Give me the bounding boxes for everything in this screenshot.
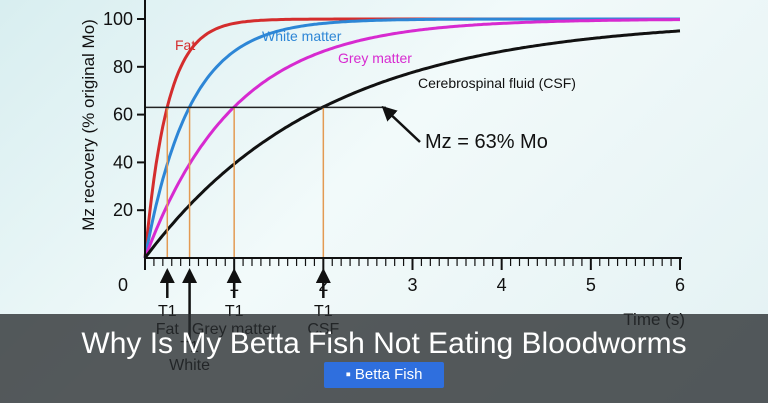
series-line-0 bbox=[143, 17, 680, 259]
x-tick-label: 4 bbox=[497, 275, 507, 295]
series-label-2: Grey matter bbox=[338, 50, 412, 66]
y-tick-label: 100 bbox=[103, 9, 133, 29]
series-line-1 bbox=[143, 17, 680, 259]
category-label: Betta Fish bbox=[354, 366, 423, 383]
title-overlay bbox=[0, 314, 768, 403]
series-label-3: Cerebrospinal fluid (CSF) bbox=[418, 75, 576, 91]
series-label-0: Fat bbox=[175, 37, 195, 53]
y-axis-label: Mz recovery (% original Mo) bbox=[79, 19, 98, 231]
series-line-2 bbox=[143, 18, 680, 259]
x-tick-label: 6 bbox=[675, 275, 685, 295]
y-tick-label: 40 bbox=[113, 152, 133, 172]
article-headline[interactable]: Why Is My Betta Fish Not Eating Bloodwor… bbox=[81, 327, 687, 360]
category-badge[interactable]: ▪ Betta Fish bbox=[324, 362, 444, 388]
reference-arrow bbox=[381, 105, 421, 143]
series-label-1: White matter bbox=[262, 28, 342, 44]
y-tick-label: 60 bbox=[113, 105, 133, 125]
y-tick-label: 80 bbox=[113, 57, 133, 77]
x-tick-label: 3 bbox=[407, 275, 417, 295]
y-tick-label: 20 bbox=[113, 200, 133, 220]
reference-label: Mz = 63% Mo bbox=[425, 131, 548, 153]
x-tick-label: 5 bbox=[586, 275, 596, 295]
series-line-3 bbox=[143, 29, 681, 259]
x-tick-label: 0 bbox=[118, 275, 128, 295]
folder-icon: ▪ bbox=[345, 366, 351, 383]
